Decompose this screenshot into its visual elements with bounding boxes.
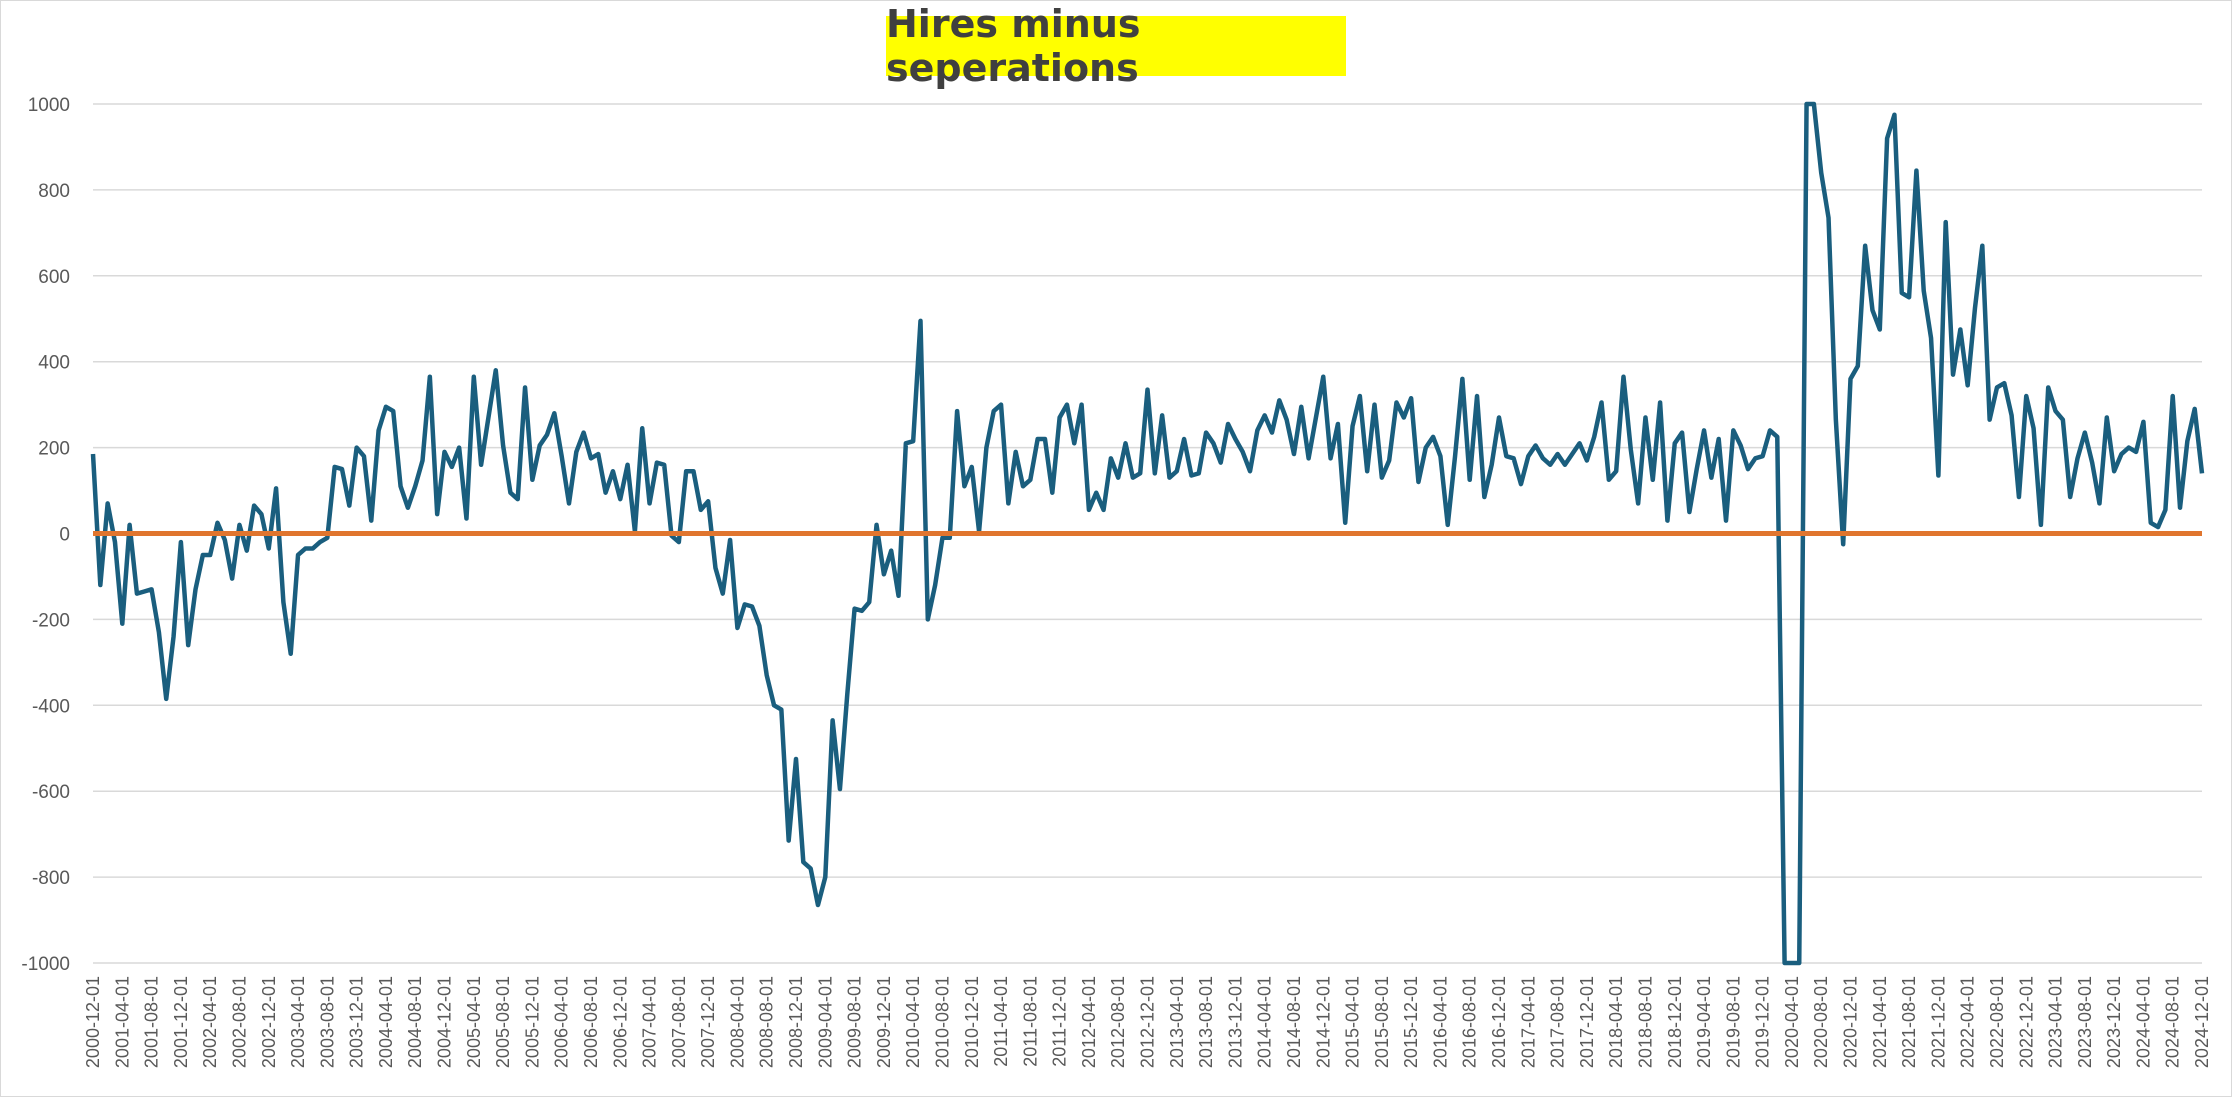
x-tick-label: 2016-08-01 xyxy=(1460,976,1480,1068)
y-tick-label: -1000 xyxy=(21,954,70,975)
x-tick-label: 2011-12-01 xyxy=(1050,976,1070,1067)
x-tick-label: 2003-12-01 xyxy=(347,976,367,1068)
x-axis-tick-labels: 2000-12-01 2001-04-01 2001-08-01 2001-12-01… xyxy=(83,976,2212,1068)
x-tick-label: 2008-04-01 xyxy=(727,976,747,1068)
x-tick-label: 2001-12-01 xyxy=(171,976,191,1068)
y-tick-label: 1000 xyxy=(28,95,70,116)
x-tick-label: 2019-04-01 xyxy=(1694,976,1714,1068)
x-tick-label: 2005-12-01 xyxy=(522,976,542,1068)
x-tick-label: 2022-12-01 xyxy=(2016,976,2036,1068)
y-tick-label: -200 xyxy=(32,610,70,631)
x-tick-label: 2014-04-01 xyxy=(1255,976,1275,1068)
x-tick-label: 2015-08-01 xyxy=(1372,976,1392,1068)
x-tick-label: 2021-04-01 xyxy=(1870,976,1890,1068)
x-tick-label: 2001-08-01 xyxy=(142,976,162,1068)
x-tick-label: 2011-08-01 xyxy=(1020,976,1040,1067)
x-tick-label: 2015-04-01 xyxy=(1343,976,1363,1068)
x-tick-label: 2019-12-01 xyxy=(1753,976,1773,1068)
x-tick-label: 2017-04-01 xyxy=(1518,976,1538,1068)
y-tick-label: -400 xyxy=(32,696,70,717)
x-tick-label: 2012-12-01 xyxy=(1138,976,1158,1068)
x-tick-label: 2002-08-01 xyxy=(229,976,249,1068)
x-tick-label: 2015-12-01 xyxy=(1401,976,1421,1068)
x-tick-label: 2004-08-01 xyxy=(405,976,425,1068)
x-tick-label: 2000-12-01 xyxy=(83,976,103,1068)
y-tick-label: -600 xyxy=(32,782,70,803)
y-tick-label: 600 xyxy=(38,267,70,288)
x-tick-label: 2010-12-01 xyxy=(962,976,982,1068)
x-tick-label: 2003-08-01 xyxy=(317,976,337,1068)
y-tick-label: -800 xyxy=(32,868,70,889)
x-tick-label: 2016-04-01 xyxy=(1430,976,1450,1068)
x-tick-label: 2007-08-01 xyxy=(669,976,689,1068)
x-tick-label: 2009-04-01 xyxy=(815,976,835,1068)
x-tick-label: 2016-12-01 xyxy=(1489,976,1509,1068)
x-tick-label: 2020-04-01 xyxy=(1782,976,1802,1068)
x-tick-label: 2004-12-01 xyxy=(435,976,455,1068)
x-tick-label: 2018-12-01 xyxy=(1665,976,1685,1068)
series-line-hires-minus-separations xyxy=(90,101,2205,966)
x-tick-label: 2021-12-01 xyxy=(1928,976,1948,1068)
x-tick-label: 2005-08-01 xyxy=(493,976,513,1068)
x-tick-label: 2005-04-01 xyxy=(464,976,484,1068)
x-tick-label: 2018-04-01 xyxy=(1606,976,1626,1068)
x-tick-label: 2009-12-01 xyxy=(874,976,894,1068)
x-tick-label: 2004-04-01 xyxy=(376,976,396,1068)
x-tick-label: 2024-12-01 xyxy=(2192,976,2212,1068)
x-tick-label: 2008-12-01 xyxy=(786,976,806,1068)
x-tick-label: 2013-12-01 xyxy=(1225,976,1245,1068)
x-tick-label: 2007-04-01 xyxy=(640,976,660,1068)
x-tick-label: 2024-08-01 xyxy=(2163,976,2183,1068)
x-tick-label: 2006-08-01 xyxy=(581,976,601,1068)
x-tick-label: 2023-08-01 xyxy=(2075,976,2095,1068)
x-tick-label: 2010-08-01 xyxy=(932,976,952,1068)
x-tick-label: 2020-08-01 xyxy=(1811,976,1831,1068)
x-tick-label: 2002-04-01 xyxy=(200,976,220,1068)
x-tick-label: 2012-08-01 xyxy=(1108,976,1128,1068)
chart-title: Hires minus seperations xyxy=(886,2,1141,90)
x-tick-label: 2002-12-01 xyxy=(259,976,279,1068)
x-tick-label: 2003-04-01 xyxy=(288,976,308,1068)
x-tick-label: 2014-08-01 xyxy=(1284,976,1304,1068)
x-tick-label: 2024-04-01 xyxy=(2133,976,2153,1068)
y-tick-label: 0 xyxy=(59,525,70,546)
x-tick-label: 2006-12-01 xyxy=(610,976,630,1068)
x-tick-label: 2018-08-01 xyxy=(1635,976,1655,1068)
x-tick-label: 2001-04-01 xyxy=(112,976,132,1068)
x-tick-label: 2014-12-01 xyxy=(1313,976,1333,1068)
x-tick-label: 2023-12-01 xyxy=(2104,976,2124,1068)
x-tick-label: 2006-04-01 xyxy=(552,976,572,1068)
y-axis-tick-labels: 1000 800 600 400 200 0 -200 -400 -600 -800 -1000 xyxy=(21,95,70,975)
y-tick-label: 200 xyxy=(38,439,70,460)
x-tick-label: 2010-04-01 xyxy=(903,976,923,1068)
x-tick-label: 2022-08-01 xyxy=(1987,976,2007,1068)
chart-title-box: Hires minus seperations xyxy=(886,2,1346,90)
x-tick-label: 2009-08-01 xyxy=(845,976,865,1068)
x-tick-label: 2017-12-01 xyxy=(1577,976,1597,1068)
x-tick-label: 2013-04-01 xyxy=(1167,976,1187,1068)
x-tick-label: 2019-08-01 xyxy=(1723,976,1743,1068)
x-tick-label: 2022-04-01 xyxy=(1958,976,1978,1068)
x-tick-label: 2012-04-01 xyxy=(1079,976,1099,1068)
x-tick-label: 2007-12-01 xyxy=(698,976,718,1068)
x-tick-label: 2011-04-01 xyxy=(991,976,1011,1067)
y-tick-label: 400 xyxy=(38,353,70,374)
y-tick-label: 800 xyxy=(38,181,70,202)
x-tick-label: 2021-08-01 xyxy=(1899,976,1919,1068)
x-tick-label: 2023-04-01 xyxy=(2046,976,2066,1068)
x-tick-label: 2020-12-01 xyxy=(1841,976,1861,1068)
x-tick-label: 2008-08-01 xyxy=(757,976,777,1068)
x-tick-label: 2013-08-01 xyxy=(1196,976,1216,1068)
x-tick-label: 2017-08-01 xyxy=(1548,976,1568,1068)
